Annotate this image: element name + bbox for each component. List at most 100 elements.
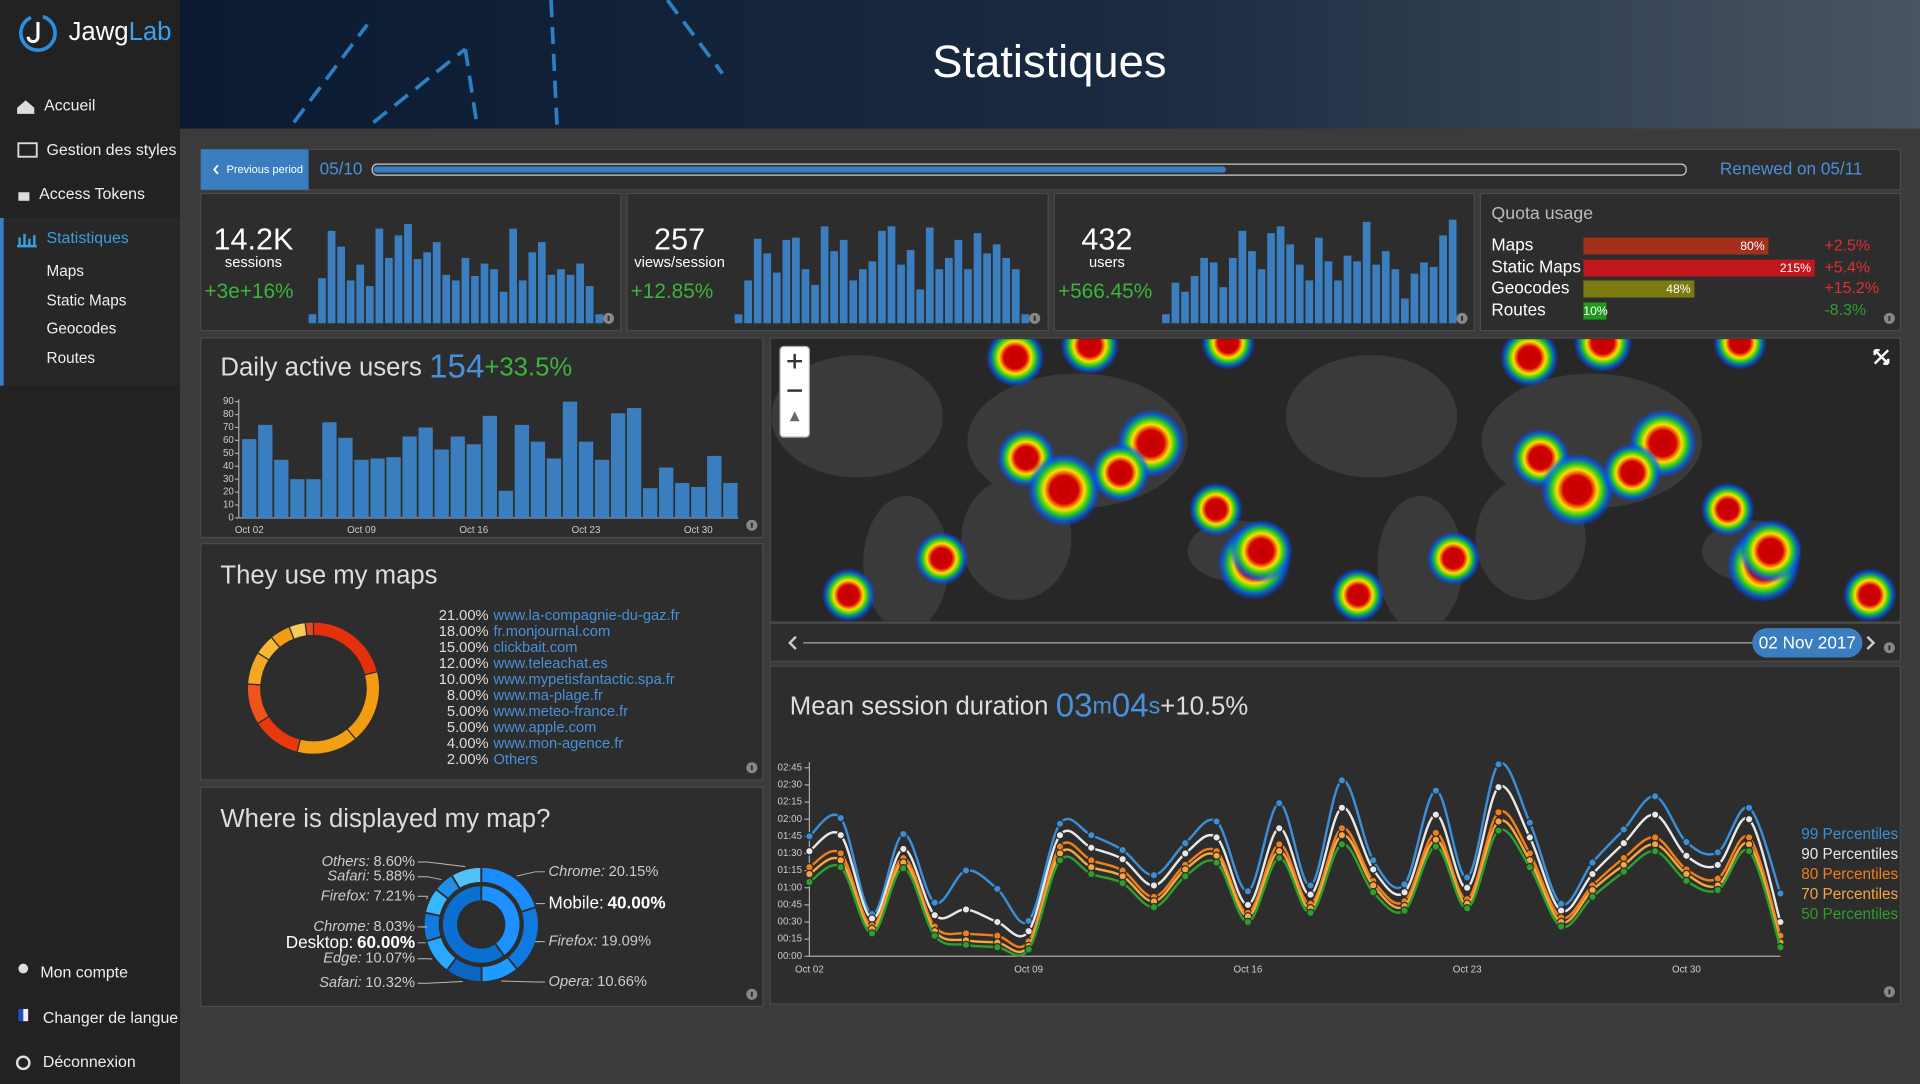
share-site[interactable]: Others: [493, 752, 537, 768]
series-point: [1118, 878, 1127, 888]
series-point: [1431, 786, 1441, 795]
nav-item[interactable]: Gestion des styles: [47, 142, 177, 159]
spark-bar: [820, 226, 829, 324]
label-name: Safari:: [327, 869, 369, 885]
subnav-item[interactable]: Routes: [47, 350, 96, 367]
series-point: [899, 829, 908, 839]
spark-bar: [566, 274, 575, 324]
spark-bar: [1353, 261, 1361, 324]
spark-bar: [1448, 219, 1457, 324]
previous-period-button[interactable]: [200, 149, 309, 190]
x-tick-label: Oct 30: [684, 525, 713, 536]
timeline-prev[interactable]: [788, 635, 797, 650]
series-point: [1588, 892, 1597, 902]
icon-flag: [18, 1008, 24, 1022]
date-pill[interactable]: [1752, 628, 1863, 658]
series-point: [1556, 922, 1566, 931]
spark-bar: [442, 274, 451, 324]
subnav-item[interactable]: Maps: [47, 263, 85, 280]
bar: [322, 422, 337, 518]
quota-name: Geocodes: [1491, 278, 1569, 298]
share-site[interactable]: www.apple.com: [492, 720, 596, 736]
previous-period-label[interactable]: Previous period: [227, 164, 304, 176]
spark-bar: [734, 314, 743, 324]
share-site[interactable]: www.teleachat.es: [492, 656, 607, 672]
spark-bar: [509, 228, 518, 324]
share-site[interactable]: www.mon-agence.fr: [492, 736, 623, 752]
legend-entry[interactable]: 80 Percentiles: [1801, 866, 1898, 883]
spark-bar: [772, 272, 781, 324]
kpi-value: 14.2K: [213, 222, 294, 256]
y-tick-label: 00:30: [778, 917, 803, 928]
y-tick-label: 90: [223, 396, 234, 407]
spark-bar: [585, 286, 594, 324]
series-point: [1462, 904, 1472, 913]
series-point: [1682, 837, 1691, 847]
footer-item[interactable]: Changer de langue: [43, 1010, 178, 1027]
nav-item[interactable]: Accueil: [44, 98, 95, 115]
nav-item[interactable]: Access Tokens: [39, 186, 145, 203]
series-point: [993, 942, 1002, 952]
heat-spot: [1573, 339, 1633, 373]
series-point: [1619, 867, 1629, 877]
y-tick-label: 01:30: [778, 848, 803, 859]
y-tick-label: 02:15: [778, 797, 803, 808]
spark-bar: [964, 269, 972, 324]
spark-bar: [1002, 257, 1011, 324]
spark-bar: [413, 259, 422, 324]
spark-bar: [365, 286, 374, 324]
legend-entry[interactable]: 99 Percentiles: [1801, 826, 1898, 843]
share-site[interactable]: www.ma-plage.fr: [492, 688, 602, 704]
series-point: [1682, 851, 1691, 861]
timeline-next[interactable]: [1866, 635, 1876, 650]
fullscreen[interactable]: [1873, 348, 1890, 365]
quota-change: -8.3%: [1824, 302, 1866, 319]
info-glyph: [750, 991, 753, 997]
label-value: 10.32%: [365, 975, 415, 991]
quota-track: 80%: [1583, 237, 1769, 255]
x-tick-label: Oct 16: [459, 525, 488, 536]
y-tick-label: 00:45: [778, 899, 803, 910]
subnav-item[interactable]: Geocodes: [47, 320, 117, 337]
spark-bar: [792, 237, 800, 324]
subnav-item[interactable]: Static Maps: [47, 292, 127, 309]
quota-value: 10%: [1583, 304, 1608, 318]
spark-bar: [1305, 280, 1314, 324]
y-tick-label: 02:30: [778, 780, 803, 791]
share-site[interactable]: clickbait.com: [493, 640, 577, 656]
label-name: Others:: [322, 854, 370, 870]
series-point: [1274, 824, 1284, 833]
series-point: [1180, 849, 1190, 858]
reset-north[interactable]: [789, 411, 800, 422]
series-point: [1713, 860, 1723, 870]
spark-bar: [782, 239, 791, 324]
legend-entry[interactable]: 70 Percentiles: [1801, 886, 1898, 903]
series-point: [1776, 889, 1785, 898]
nav-item[interactable]: Statistiques: [47, 230, 129, 247]
share-site[interactable]: www.mypetisfantactic.spa.fr: [492, 672, 674, 688]
y-tick-label: 01:15: [778, 865, 803, 876]
spark-bar: [499, 291, 508, 324]
share-site[interactable]: www.la-compagnie-du-gaz.fr: [492, 608, 679, 624]
legend-entry[interactable]: 90 Percentiles: [1801, 846, 1898, 863]
footer-item[interactable]: Déconnexion: [43, 1054, 136, 1071]
spark-bar: [1248, 251, 1256, 324]
spark-bar: [375, 228, 384, 324]
legend-entry[interactable]: 50 Percentiles: [1801, 906, 1898, 923]
footer-item[interactable]: Mon compte: [40, 965, 128, 982]
series-point: [1494, 817, 1503, 826]
share-site[interactable]: fr.monjournal.com: [493, 624, 610, 640]
y-tick-label: 01:45: [778, 831, 803, 842]
spark-bar: [595, 314, 604, 324]
series-point: [1306, 890, 1315, 899]
icon-map: [17, 142, 38, 158]
share-site[interactable]: www.meteo-france.fr: [492, 704, 628, 720]
bar: [643, 488, 658, 518]
donut-slice: [304, 621, 315, 637]
sunburst-slice: [450, 865, 483, 891]
kpi-label: views/session: [634, 255, 725, 271]
label-value: 5.88%: [373, 869, 415, 885]
zoom-in[interactable]: [787, 353, 803, 369]
heat-spot: [1188, 482, 1243, 537]
label-value: 20.15%: [609, 864, 659, 880]
